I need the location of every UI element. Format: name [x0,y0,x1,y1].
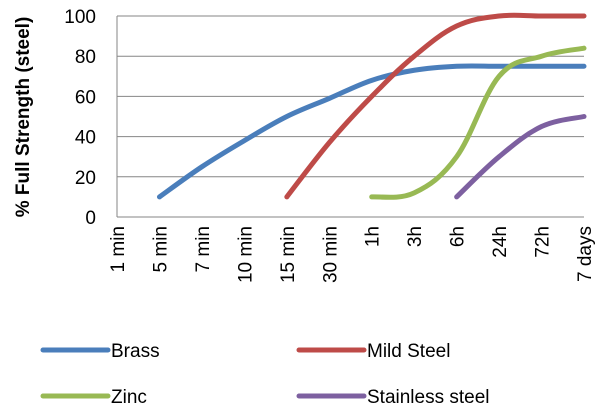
axes [116,16,584,218]
y-tick-label: 80 [75,47,96,68]
series-line-zinc [369,45,587,200]
y-tick-label: 0 [85,208,96,229]
x-tick-label: 15 min [278,226,299,283]
grid-lines [117,15,584,178]
x-tick-label: 1 min [108,226,129,272]
series-line-stainless-steel [454,114,587,200]
x-tick-label: 7 min [193,226,214,272]
y-tick-labels: 0 20 40 60 80 100 [64,7,96,229]
series-line-mild-steel [284,12,587,200]
x-tick-label: 72h [533,226,554,258]
legend-label-zinc: Zinc [111,387,147,408]
x-tick-labels: 1 min 5 min 7 min 10 min 15 min 30 min 1h 3h 6h 2… [108,226,596,283]
y-axis-label: % Full Strength (steel) [13,17,34,218]
y-tick-label: 100 [64,7,96,28]
legend-label-brass: Brass [111,341,160,362]
x-tick-label: 10 min [235,226,256,283]
x-tick-label: 1h [363,226,384,247]
y-tick-label: 40 [75,128,96,149]
x-tick-label: 6h [448,226,469,247]
x-tick-label: 3h [405,226,426,247]
x-tick-label: 5 min [150,226,171,272]
legend-label-mild-steel: Mild Steel [367,341,450,362]
x-tick-label: 24h [490,226,511,258]
x-tick-label: 30 min [320,226,341,283]
y-tick-label: 20 [75,168,96,189]
legend: Brass Mild Steel Zinc Stainless steel [40,341,490,408]
legend-label-stainless-steel: Stainless steel [367,387,490,408]
series-lines [156,12,587,200]
y-tick-label: 60 [75,87,96,108]
x-tick-label: 7 days [575,226,596,282]
